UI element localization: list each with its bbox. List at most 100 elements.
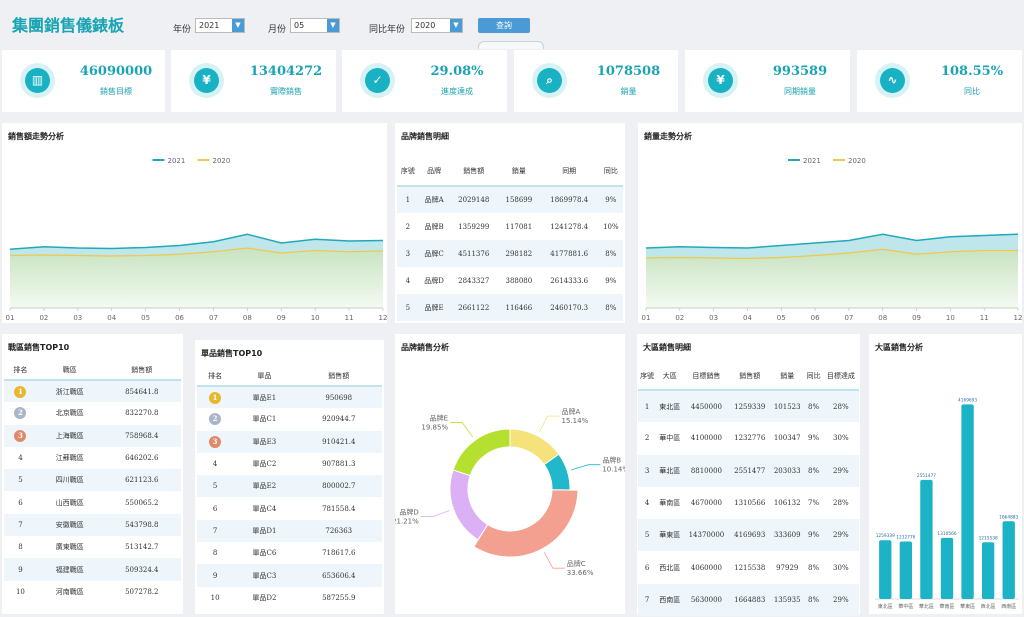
table-row[interactable]: 1 浙江戰區 854641.8 [4,380,181,403]
table-cell: 298182 [505,249,533,258]
table-row[interactable]: 6 單品C4 781558.4 [197,497,382,519]
table-cell: 1310566 [734,499,766,508]
table-cell: 646202.6 [125,454,159,463]
table-row[interactable]: 5 華東區 14370000 4169693 333609 9% 29% [638,519,859,552]
table-cell: 29% [833,466,849,475]
collapse-tab[interactable] [478,41,544,49]
table-row[interactable]: 8 單品C6 718617.6 [197,542,382,564]
kpi-card-sales-target: ▥ 46090000 銷售目標 [2,50,165,112]
table-row[interactable]: 2 華中區 4100000 1232776 100347 9% 30% [638,422,859,454]
table-cell: 4 [405,276,411,285]
table-row[interactable]: 5 單品E2 800002.7 [197,475,382,498]
table-row[interactable]: 4 品牌D 2843327 388080 2614333.6 9% [397,267,623,294]
x-tick-label: 05 [777,314,786,322]
bar-華中區 [899,541,913,599]
table-cell: 543798.8 [125,520,159,529]
slice-percent: 15.14% [562,417,589,425]
table-row[interactable]: 1 品牌A 2029148 158699 1869978.4 9% [397,186,623,213]
table-cell: 江蘇戰區 [55,454,84,463]
kpi-label: 進度達成 [441,87,473,96]
table-row[interactable]: 7 安徽戰區 543798.8 [4,513,181,537]
chevron-down-icon: ▼ [327,19,339,32]
table-row[interactable]: 2 北京戰區 832270.8 [4,402,181,424]
x-tick-label: 02 [39,314,48,322]
table-cell: 587255.9 [322,593,356,602]
table-cell: 1359299 [458,222,490,231]
table-cell: 9% [808,434,820,443]
bar-value-label: 1232776 [896,534,915,540]
table-cell: 單品C4 [252,504,277,513]
table-row[interactable]: 3 單品E3 910421.4 [197,430,382,453]
table-cell: 7 [212,526,218,535]
table-cell: 10 [15,587,25,596]
table-row[interactable]: 3 品牌C 4511376 298182 4177881.6 8% [397,240,623,267]
table-cell: 8% [808,466,820,475]
table-cell: 東北區 [659,402,681,411]
medal-icon: 2 [14,407,27,420]
table-row[interactable]: 9 福建戰區 509324.4 [4,558,181,581]
column-header: 目標達成 [822,362,859,391]
table-cell: 品牌C [424,249,444,258]
year-select[interactable]: 2021 ▼ [195,18,245,33]
table-cell: 550065.2 [125,498,159,507]
table-cell: 福建戰區 [55,565,84,574]
series-line-2020 [645,248,1018,260]
table-row[interactable]: 1 單品E1 950698 [197,386,382,409]
column-header: 同比 [804,362,823,391]
medal-icon: 3 [14,429,27,442]
table-cell: 2 [644,434,650,443]
compare-year-select[interactable]: 2020 ▼ [411,18,463,33]
table-cell: 388080 [505,276,533,285]
column-header: 序號 [397,156,419,187]
sales-trend-panel: 銷售額走勢分析 01 02 03 04 05 06 07 08 09 10 11 12 2021 2020 [2,123,387,323]
table-cell: 97929 [776,563,799,572]
x-tick-label: 11 [980,314,989,322]
bar-value-label: 4169693 [958,397,977,403]
table-row[interactable]: 6 西北區 4060000 1215538 97929 8% 30% [638,551,859,583]
table-row[interactable]: 4 華南區 4670000 1310566 106132 7% 28% [638,487,859,519]
table-row[interactable]: 4 江蘇戰區 646202.6 [4,447,181,469]
column-header: 銷量 [769,362,805,391]
x-tick-label: 華東區 [960,603,975,610]
table-cell: 9% [605,196,617,204]
district-top10-table: 排名 戰區 銷售額 1 浙江戰區 854641.8 2 北京戰區 832270.8 3 上海戰區 75… [4,360,181,603]
table-row[interactable]: 9 單品C3 653606.4 [197,564,382,587]
column-header: 銷售額 [295,366,382,387]
legend-label-2021: 2021 [803,157,821,165]
table-row[interactable]: 7 西南區 5630000 1664883 135935 8% 29% [638,583,859,617]
x-tick-label: 03 [73,314,82,322]
table-cell: 6 [212,504,218,513]
table-row[interactable]: 10 河南戰區 507278.2 [4,581,181,603]
table-cell: 3 [4,425,37,447]
table-cell: 西北區 [659,563,681,572]
table-cell: 4 [644,499,650,508]
page-title: 集團銷售儀錶板 [12,16,125,35]
table-row[interactable]: 1 東北區 4450000 1259339 101523 8% 28% [638,390,859,423]
month-select[interactable]: 05 ▼ [290,18,340,33]
kpi-label: 銷量 [620,87,637,96]
table-row[interactable]: 6 山西戰區 550065.2 [4,491,181,513]
table-row[interactable]: 2 單品C1 920944.7 [197,408,382,430]
table-row[interactable]: 8 廣東戰區 513142.7 [4,536,181,558]
column-header: 單品 [233,366,296,387]
table-cell: 832270.8 [125,409,159,418]
panel-title: 品牌銷售明細 [401,132,449,141]
table-cell: 8% [808,563,820,572]
x-tick-label: 西北區 [981,603,996,610]
product-top10-table: 排名 單品 銷售額 1 單品E1 950698 2 單品C1 920944.7 3 單品E3 9104… [197,366,382,609]
table-row[interactable]: 5 品牌E 2661122 116466 2460170.3 8% [397,294,623,321]
table-row[interactable]: 2 品牌B 1359299 117081 1241278.4 10% [397,213,623,240]
table-row[interactable]: 5 四川戰區 621123.6 [4,469,181,492]
table-cell: 2843327 [458,276,490,285]
query-button[interactable]: 查詢 [478,18,530,33]
table-header-row: 排名 戰區 銷售額 [4,360,181,381]
table-row[interactable]: 7 單品D1 726363 [197,519,382,543]
table-row[interactable]: 3 上海戰區 758968.4 [4,424,181,447]
table-row[interactable]: 4 單品C2 907881.3 [197,453,382,475]
table-cell: 4 [18,454,23,463]
table-row[interactable]: 10 單品D2 587255.9 [197,587,382,609]
table-cell: 5 [644,531,650,540]
panel-title: 戰區銷售TOP10 [8,343,70,352]
table-row[interactable]: 3 華北區 8810000 2551477 203033 8% 29% [638,454,859,487]
